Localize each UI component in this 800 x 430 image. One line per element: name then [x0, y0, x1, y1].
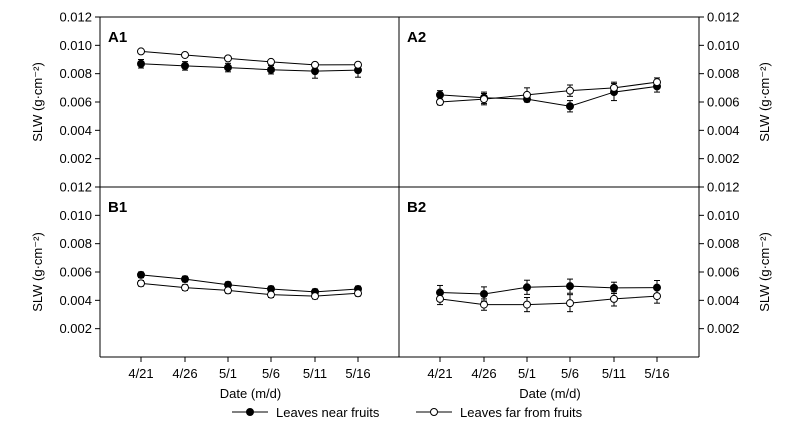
y-tick-label: 0.004 [707, 293, 740, 308]
x-tick-label: 5/1 [518, 366, 536, 381]
y-tick-label: 0.010 [707, 208, 740, 223]
y-tick-label: 0.012 [707, 10, 740, 25]
y-tick-label: 0.008 [707, 236, 740, 251]
data-point [480, 300, 488, 309]
series-line-a1-1 [140, 63, 359, 72]
y-tick-label: 0.012 [59, 180, 92, 195]
data-point [523, 283, 531, 292]
data-point [480, 289, 488, 298]
data-point [610, 283, 618, 292]
y-axis-title: SLW (g·cm⁻²) [757, 232, 772, 312]
data-point [610, 294, 618, 303]
series-line-a1-2 [140, 50, 359, 66]
data-point [181, 50, 189, 59]
data-point [523, 300, 531, 309]
data-point [311, 60, 319, 69]
panel-label-a1: A1 [108, 29, 127, 46]
y-tick-label: 0.004 [59, 123, 92, 138]
data-point [224, 54, 232, 63]
data-point [566, 282, 574, 291]
y-tick-label: 0.006 [59, 265, 92, 280]
x-tick-label: 5/6 [561, 366, 579, 381]
data-point [610, 83, 618, 92]
data-point [267, 57, 275, 66]
x-tick-label: 5/6 [262, 366, 280, 381]
y-tick-label: 0.006 [59, 95, 92, 110]
data-point [137, 279, 145, 288]
x-tick-label: 5/11 [303, 366, 327, 381]
data-point [436, 98, 444, 106]
y-tick-label: 0.006 [707, 265, 740, 280]
series-line-b2-1 [439, 285, 658, 295]
x-tick-label: 5/16 [345, 366, 370, 381]
data-point [436, 90, 444, 99]
data-point [566, 299, 574, 308]
data-point [653, 292, 661, 301]
data-point [267, 290, 275, 299]
x-axis-title: Date (m/d) [220, 386, 281, 401]
y-tick-label: 0.002 [707, 151, 740, 166]
y-tick-label: 0.008 [59, 66, 92, 81]
data-point [523, 90, 531, 99]
data-point [480, 95, 488, 104]
data-point [354, 60, 362, 69]
x-tick-label: 4/21 [128, 366, 153, 381]
y-tick-label: 0.012 [59, 10, 92, 25]
series-line-a2-1 [439, 85, 658, 107]
legend-marker-2 [430, 408, 438, 416]
y-tick-label: 0.002 [59, 151, 92, 166]
y-tick-label: 0.004 [59, 293, 92, 308]
x-tick-label: 5/11 [602, 366, 626, 381]
y-tick-label: 0.010 [59, 38, 92, 53]
x-tick-label: 4/26 [471, 366, 496, 381]
data-point [137, 59, 145, 68]
data-point [354, 289, 362, 298]
y-tick-label: 0.002 [707, 321, 740, 336]
data-point [566, 102, 574, 111]
y-tick-label: 0.006 [707, 95, 740, 110]
y-axis-title: SLW (g·cm⁻²) [757, 62, 772, 142]
series-line-a2-2 [439, 81, 658, 103]
data-point [566, 86, 574, 95]
data-point [224, 63, 232, 72]
data-point [311, 292, 319, 301]
series-line-b1-2 [140, 282, 359, 297]
y-tick-label: 0.010 [59, 208, 92, 223]
y-tick-label: 0.008 [59, 236, 92, 251]
x-tick-label: 4/26 [172, 366, 197, 381]
data-point [137, 47, 145, 56]
data-point [181, 61, 189, 70]
series-line-b2-2 [439, 295, 658, 306]
x-tick-label: 4/21 [427, 366, 452, 381]
data-point [653, 78, 661, 87]
y-tick-label: 0.002 [59, 321, 92, 336]
legend-label-2: Leaves far from fruits [460, 405, 583, 420]
x-tick-label: 5/1 [219, 366, 237, 381]
y-axis-title: SLW (g·cm⁻²) [30, 232, 45, 312]
data-point [267, 65, 275, 74]
y-tick-label: 0.004 [707, 123, 740, 138]
y-tick-label: 0.012 [707, 180, 740, 195]
legend-label-1: Leaves near fruits [276, 405, 380, 420]
data-point [224, 286, 232, 295]
series-line-b1-1 [140, 274, 359, 293]
panel-label-a2: A2 [407, 29, 426, 46]
y-tick-label: 0.008 [707, 66, 740, 81]
data-point [181, 283, 189, 292]
data-point [137, 270, 145, 279]
y-tick-label: 0.010 [707, 38, 740, 53]
y-axis-title: SLW (g·cm⁻²) [30, 62, 45, 142]
panel-label-b1: B1 [108, 199, 127, 216]
x-axis-title: Date (m/d) [519, 386, 580, 401]
legend-marker-1 [246, 408, 254, 416]
panel-label-b2: B2 [407, 199, 426, 216]
data-point [436, 294, 444, 303]
data-point [181, 275, 189, 284]
x-tick-label: 5/16 [644, 366, 669, 381]
